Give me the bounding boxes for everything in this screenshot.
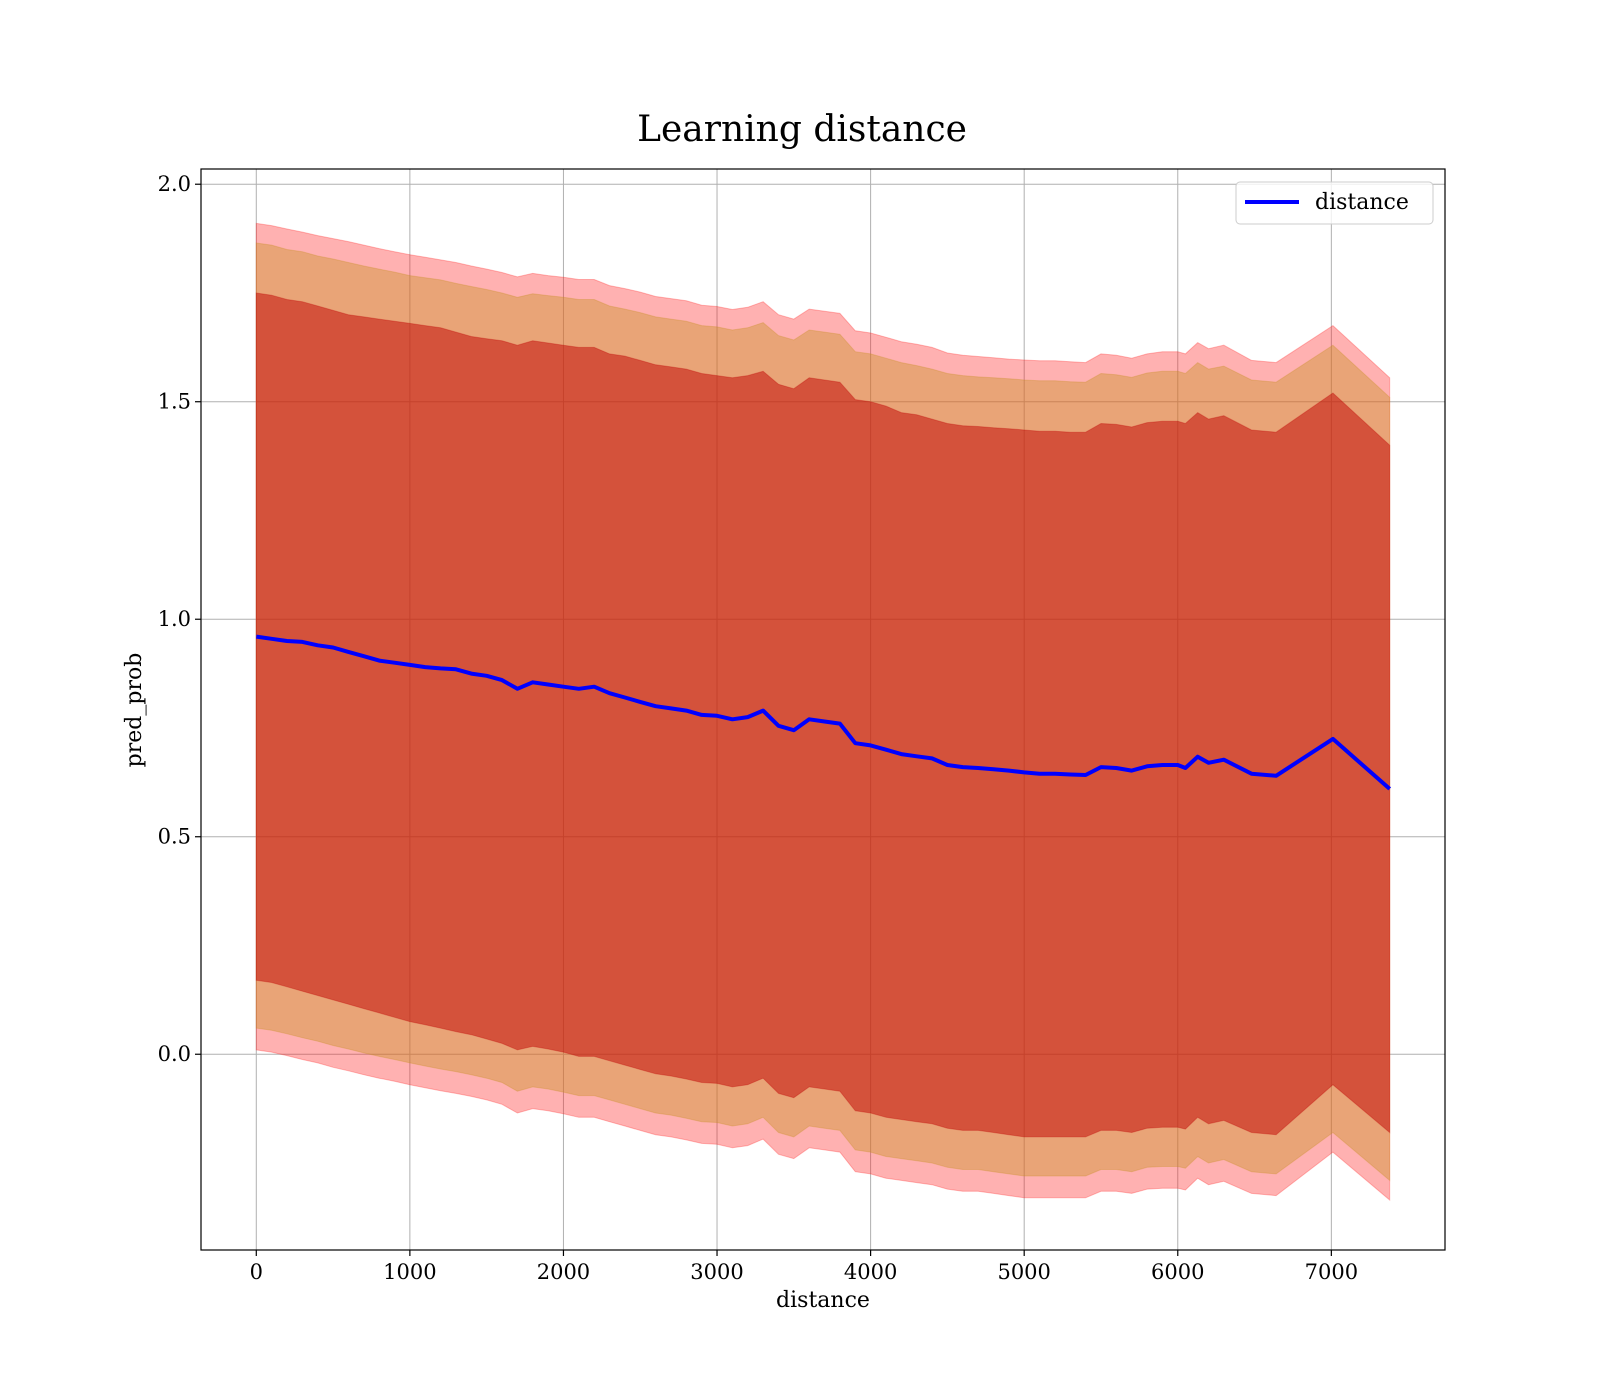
y-tick-label-3: 1.5 [158,390,191,414]
legend-box [1235,181,1434,225]
x-tick-label-4: 4000 [844,1260,897,1284]
x-tick-label-2: 2000 [537,1260,590,1284]
x-tick-label-7: 7000 [1305,1260,1358,1284]
y-tick-label-1: 0.5 [158,825,191,849]
legend-entry-distance: distance [1315,190,1409,215]
y-axis-label: pred_prob [122,653,147,768]
x-tick-label-5: 5000 [997,1260,1050,1284]
x-axis-label: distance [776,1288,870,1313]
confidence-bands [255,222,1391,1202]
series-line-distance [256,634,1392,791]
y-tick-label-4: 2.0 [158,172,191,196]
plot-frame [200,168,1446,1251]
x-tick-label-6: 6000 [1151,1260,1204,1284]
series-lines [256,634,1392,791]
x-tick-label-1: 1000 [383,1260,436,1284]
y-axis-ticks: 0.0 0.5 1.0 1.5 2.0 [158,172,201,1066]
x-axis-ticks: 0 1000 2000 3000 4000 5000 6000 7000 [250,1250,1358,1284]
legend: distance [1235,181,1434,225]
x-tick-label-0: 0 [250,1260,263,1284]
band-1sigma [255,292,1391,1138]
x-tick-label-3: 3000 [690,1260,743,1284]
y-tick-label-2: 1.0 [158,607,191,631]
chart-title: Learning distance [637,109,967,150]
y-tick-label-0: 0.0 [158,1042,191,1066]
